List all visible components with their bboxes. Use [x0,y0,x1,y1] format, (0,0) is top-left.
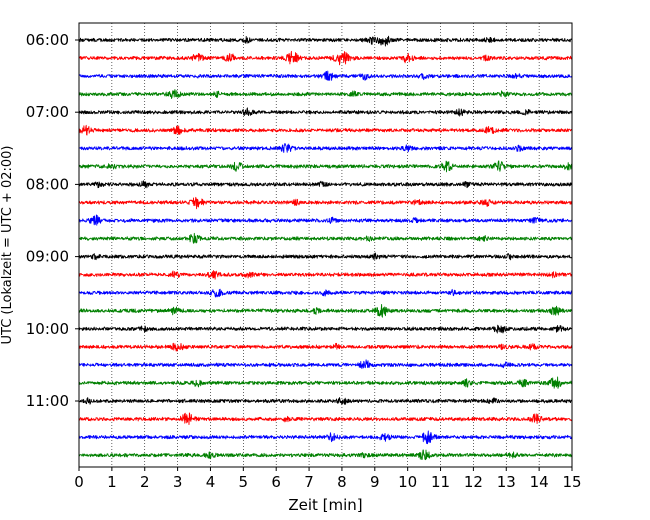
trace-1030 [78,359,573,370]
trace-0630 [78,70,573,81]
x-tick-label: 13 [497,473,516,491]
plot-frame [78,22,573,468]
x-tick-label: 11 [431,473,450,491]
trace-0730 [78,142,573,153]
x-axis-label: Zeit [min] [288,496,362,514]
trace-1015 [78,342,573,352]
trace-0945 [78,303,573,318]
x-tick-label: 9 [370,473,380,491]
y-tick-label: 09:00 [26,248,69,266]
y-tick-label: 07:00 [26,103,69,121]
x-tick-label: 3 [173,473,183,491]
trace-0800 [78,180,573,189]
trace-0830 [78,214,573,226]
trace-0700 [78,107,573,117]
y-tick-label: 08:00 [26,175,69,193]
x-grid [111,23,540,467]
x-tick-label: 10 [398,473,417,491]
x-tick-label: 4 [206,473,216,491]
x-tick-label: 14 [530,473,549,491]
trace-0745 [78,160,573,173]
x-tick-label: 7 [304,473,314,491]
trace-0815 [78,196,573,210]
trace-0615 [78,50,573,66]
trace-1045 [78,376,573,389]
y-tick-label: 06:00 [26,31,69,49]
trace-1115 [78,412,573,426]
y-axis-label: UTC (Lokalzeit = UTC + 02:00) [0,146,15,345]
trace-0845 [78,232,573,244]
trace-0600 [78,35,573,47]
x-axis-ticks: 0 1 2 3 4 5 6 7 8 9 10 11 12 13 14 15 [74,467,582,491]
x-tick-label: 0 [74,473,84,491]
x-tick-label: 2 [140,473,150,491]
trace-1100 [78,397,573,406]
x-tick-label: 15 [562,473,581,491]
trace-0645 [78,89,573,99]
trace-0900 [78,252,573,261]
x-tick-label: 12 [464,473,483,491]
y-tick-label: 11:00 [26,392,69,410]
y-tick-label: 10:00 [26,320,69,338]
trace-1145 [78,449,573,461]
y-axis-ticks: 06:00 07:00 08:00 09:00 10:00 11:00 [26,31,79,410]
seismogram-traces [78,35,573,461]
trace-1000 [78,324,573,334]
trace-0930 [78,288,573,298]
x-tick-label: 6 [271,473,281,491]
x-tick-label: 5 [239,473,249,491]
trace-0715 [78,124,573,136]
x-tick-label: 1 [107,473,117,491]
x-tick-label: 8 [337,473,347,491]
trace-1130 [78,430,573,445]
trace-0915 [78,270,573,280]
